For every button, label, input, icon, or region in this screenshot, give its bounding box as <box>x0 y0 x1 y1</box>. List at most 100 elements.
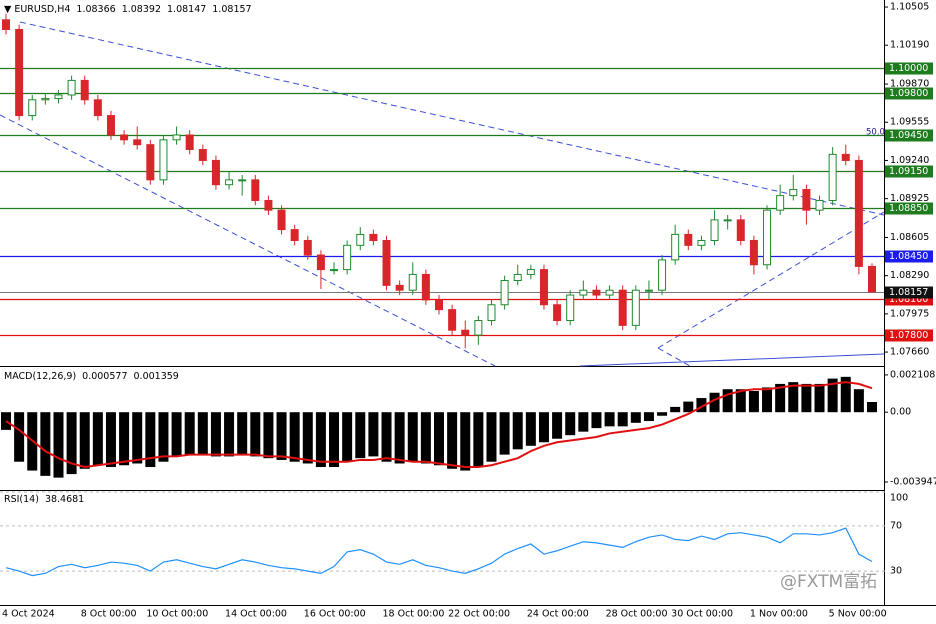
rsi-header: RSI(14) 38.4681 <box>4 494 84 505</box>
macd-bar <box>40 412 51 476</box>
header-arrow: ▼ <box>4 4 14 15</box>
candle-body <box>133 139 142 146</box>
candle-body <box>225 179 234 186</box>
macd-bar <box>119 412 130 466</box>
macd-title: MACD(12,26,9) <box>4 371 76 382</box>
macd-bar <box>368 412 379 457</box>
macd-bar <box>709 392 720 413</box>
macd-bar <box>289 412 300 462</box>
y-tick-label: 100 <box>890 493 908 504</box>
chart-header: ▼ EURUSD,H4 1.08366 1.08392 1.08147 1.08157 <box>4 4 252 15</box>
y-tick-label: 1.09240 <box>890 155 929 166</box>
x-tick-label: 16 Oct 00:00 <box>304 609 366 620</box>
close-value: 1.08157 <box>212 4 251 15</box>
macd-bar <box>342 412 353 462</box>
macd-bar <box>722 389 733 413</box>
candle-body <box>592 289 601 296</box>
candle-body <box>198 149 207 161</box>
level-box <box>885 62 933 75</box>
macd-bar <box>237 412 248 455</box>
low-value: 1.08147 <box>167 4 206 15</box>
candle-body <box>395 284 404 291</box>
candle-body <box>815 199 824 211</box>
candle-body <box>185 134 194 151</box>
candle-body <box>841 153 850 161</box>
y-tick-label: 1.09870 <box>890 79 929 90</box>
candle-body <box>618 289 627 326</box>
candle-body <box>264 199 273 211</box>
drawn-lines <box>0 21 885 367</box>
candle-body <box>539 269 548 306</box>
macd-bar <box>748 390 759 413</box>
candle-body <box>671 233 680 261</box>
y-tick-label: 30 <box>890 566 902 577</box>
macd-bar <box>210 412 221 457</box>
symbol: EURUSD,H4 <box>14 4 70 15</box>
candle-body <box>697 239 706 246</box>
macd-bar <box>197 412 208 455</box>
y-tick-label: 70 <box>890 520 902 531</box>
trend-line <box>657 347 691 367</box>
candle-body <box>776 195 785 211</box>
level-label: 1.08450 <box>889 251 928 262</box>
macd-bar <box>224 412 235 457</box>
macd-bar <box>394 412 405 464</box>
y-tick-label: 1.08925 <box>890 193 929 204</box>
macd-bar <box>381 412 392 462</box>
level-box <box>885 87 933 100</box>
y-tick-label: 1.10190 <box>890 40 929 51</box>
candle-body <box>513 273 522 282</box>
macd-bar <box>302 412 313 464</box>
rsi-line <box>5 527 873 577</box>
macd-header: MACD(12,26,9) 0.000577 0.001359 <box>4 371 179 382</box>
candle-body <box>172 134 181 141</box>
x-tick-label: 24 Oct 00:00 <box>527 609 589 620</box>
macd-bar <box>329 412 340 468</box>
watermark: @FXTM富拓 <box>780 572 877 592</box>
candle-body <box>868 265 876 293</box>
x-tick-label: 1 Nov 00:00 <box>750 609 808 620</box>
candle-body <box>828 153 837 201</box>
candle-body <box>146 144 155 181</box>
x-tick-label: 5 Nov 00:00 <box>829 609 887 620</box>
macd-bar <box>407 412 418 462</box>
macd-bar <box>565 412 576 436</box>
candle-body <box>644 289 653 292</box>
x-tick-label: 18 Oct 00:00 <box>383 609 445 620</box>
macd-bar <box>512 412 523 450</box>
macd-bar <box>775 383 786 413</box>
trend-line <box>579 353 885 367</box>
rsi-title: RSI(14) <box>4 494 39 505</box>
signal-value: 0.001359 <box>134 371 179 382</box>
candle-body <box>487 304 496 322</box>
level-label: 1.10000 <box>889 63 928 74</box>
macd-bar <box>53 412 64 478</box>
macd-bar <box>171 412 182 457</box>
macd-bar <box>250 412 261 457</box>
macd-bar <box>840 376 851 413</box>
y-tick-label: 1.08290 <box>890 270 929 281</box>
candle-body <box>566 294 575 322</box>
channel-line <box>0 114 496 367</box>
y-tick-label: 1.07975 <box>890 308 929 319</box>
candle-body <box>421 273 430 301</box>
macd-bar <box>591 412 602 429</box>
macd-bar <box>617 412 628 427</box>
fib-label: 50.0 <box>866 128 885 138</box>
y-tick-label: 1.07660 <box>890 347 929 358</box>
y-tick-label: 1.08605 <box>890 232 929 243</box>
candle-body <box>80 79 89 101</box>
macd-bar <box>92 412 103 466</box>
candle-body <box>356 233 365 246</box>
level-box <box>885 129 933 142</box>
macd-bar <box>434 412 444 466</box>
candle-body <box>631 289 640 326</box>
macd-bar <box>538 412 549 443</box>
y-tick-label: 1.09555 <box>890 117 929 128</box>
level-label: 1.09150 <box>889 166 928 177</box>
current-price-box <box>885 286 933 299</box>
rsi-value: 38.4681 <box>45 494 84 505</box>
current-price-label: 1.08157 <box>889 287 928 298</box>
